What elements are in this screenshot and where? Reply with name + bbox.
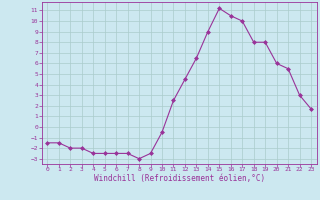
X-axis label: Windchill (Refroidissement éolien,°C): Windchill (Refroidissement éolien,°C) xyxy=(94,174,265,183)
